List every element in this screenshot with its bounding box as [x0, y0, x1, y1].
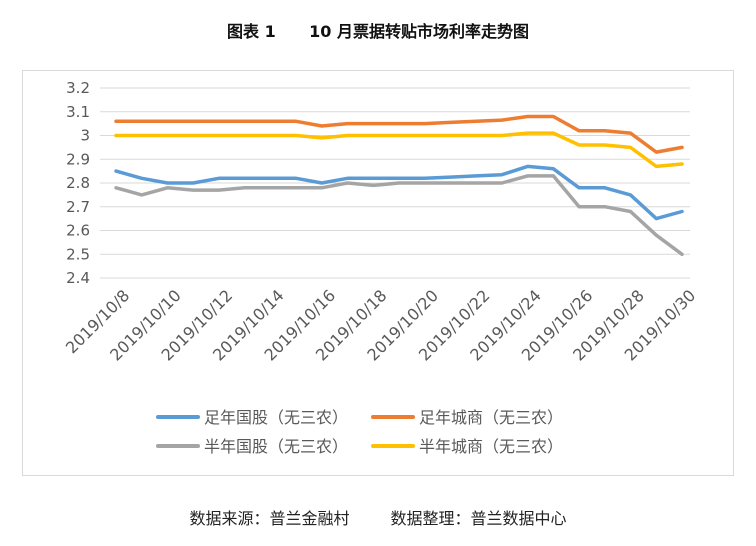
legend-label: 足年城商（无三农） — [419, 408, 563, 427]
y-tick-label: 2.4 — [66, 269, 90, 287]
data-source-label: 数据来源：普兰金融村 — [189, 509, 350, 528]
series-line — [114, 174, 684, 257]
series-line — [114, 131, 684, 169]
chart-frame — [22, 70, 734, 476]
y-tick-label: 2.8 — [66, 174, 90, 192]
source-footer: 数据来源：普兰金融村 数据整理：普兰数据中心 — [0, 505, 756, 529]
y-tick-label: 2.9 — [66, 150, 90, 168]
legend-label: 半年国股（无三农） — [204, 437, 348, 456]
figure-title: 图表 1 10 月票据转贴市场利率走势图 — [227, 22, 529, 41]
legend-label: 足年国股（无三农） — [204, 408, 348, 427]
series-line — [114, 114, 684, 154]
y-tick-label: 3.2 — [66, 79, 90, 97]
y-tick-label: 2.6 — [66, 222, 90, 240]
y-tick-label: 3 — [80, 127, 90, 145]
data-compiler-label: 数据整理：普兰数据中心 — [390, 509, 567, 528]
legend-label: 半年城商（无三农） — [419, 437, 563, 456]
series-line — [114, 164, 684, 221]
y-tick-label: 2.5 — [66, 245, 90, 263]
y-tick-label: 2.7 — [66, 198, 90, 216]
y-tick-label: 3.1 — [66, 103, 90, 121]
